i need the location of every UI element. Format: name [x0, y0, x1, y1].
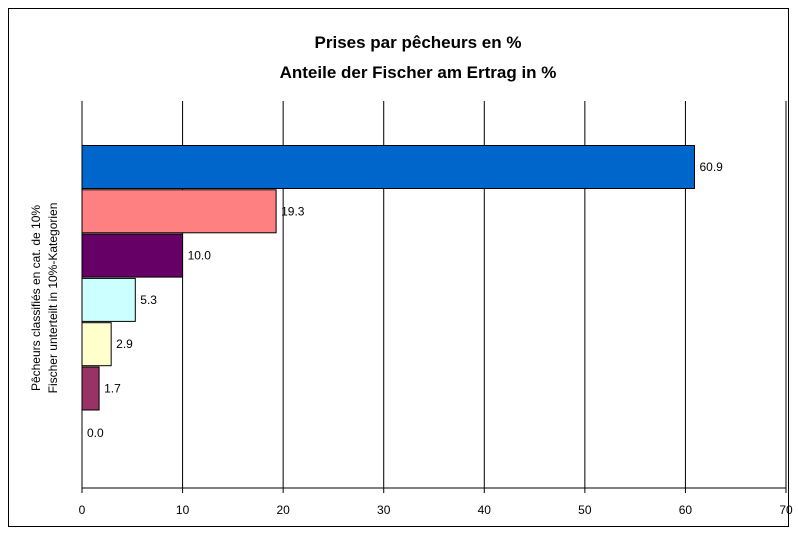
data-labels-group: 60.9 19.3 10.0 5.3 2.9 1.7 0.0 [87, 160, 723, 440]
bar-4 [81, 277, 136, 322]
x-tick-label-20: 20 [276, 503, 290, 517]
y-axis-label-line-1: Pêcheurs classifiés en cat. de 10% [29, 205, 43, 391]
bars-group [81, 145, 695, 411]
x-tick-label-70: 70 [779, 503, 793, 517]
data-label-7: 0.0 [87, 426, 104, 440]
data-label-2: 19.3 [281, 204, 305, 218]
chart-title-line-2: Anteile der Fischer am Ertrag in % [280, 63, 557, 82]
bar-1 [81, 145, 695, 189]
x-tick-label-60: 60 [679, 503, 693, 517]
x-tick-label-30: 30 [377, 503, 391, 517]
data-label-1: 60.9 [699, 160, 723, 174]
data-label-5: 2.9 [116, 337, 133, 351]
bar-6 [81, 366, 100, 411]
x-tick-labels: 0 10 20 30 40 50 60 70 [79, 503, 793, 517]
bar-3 [81, 233, 184, 278]
bar-2 [81, 189, 277, 234]
chart-title-line-1: Prises par pêcheurs en % [315, 33, 522, 52]
x-axis [81, 101, 787, 493]
x-tick-label-50: 50 [578, 503, 592, 517]
y-axis-label-line-2: Fischer unterteilt in 10%-Kategorien [46, 203, 60, 394]
data-label-4: 5.3 [140, 293, 157, 307]
data-label-6: 1.7 [104, 382, 121, 396]
x-tick-label-0: 0 [79, 503, 86, 517]
bar-5 [81, 322, 112, 367]
x-tick-label-40: 40 [478, 503, 492, 517]
data-label-3: 10.0 [188, 249, 212, 263]
x-tick-label-10: 10 [176, 503, 190, 517]
